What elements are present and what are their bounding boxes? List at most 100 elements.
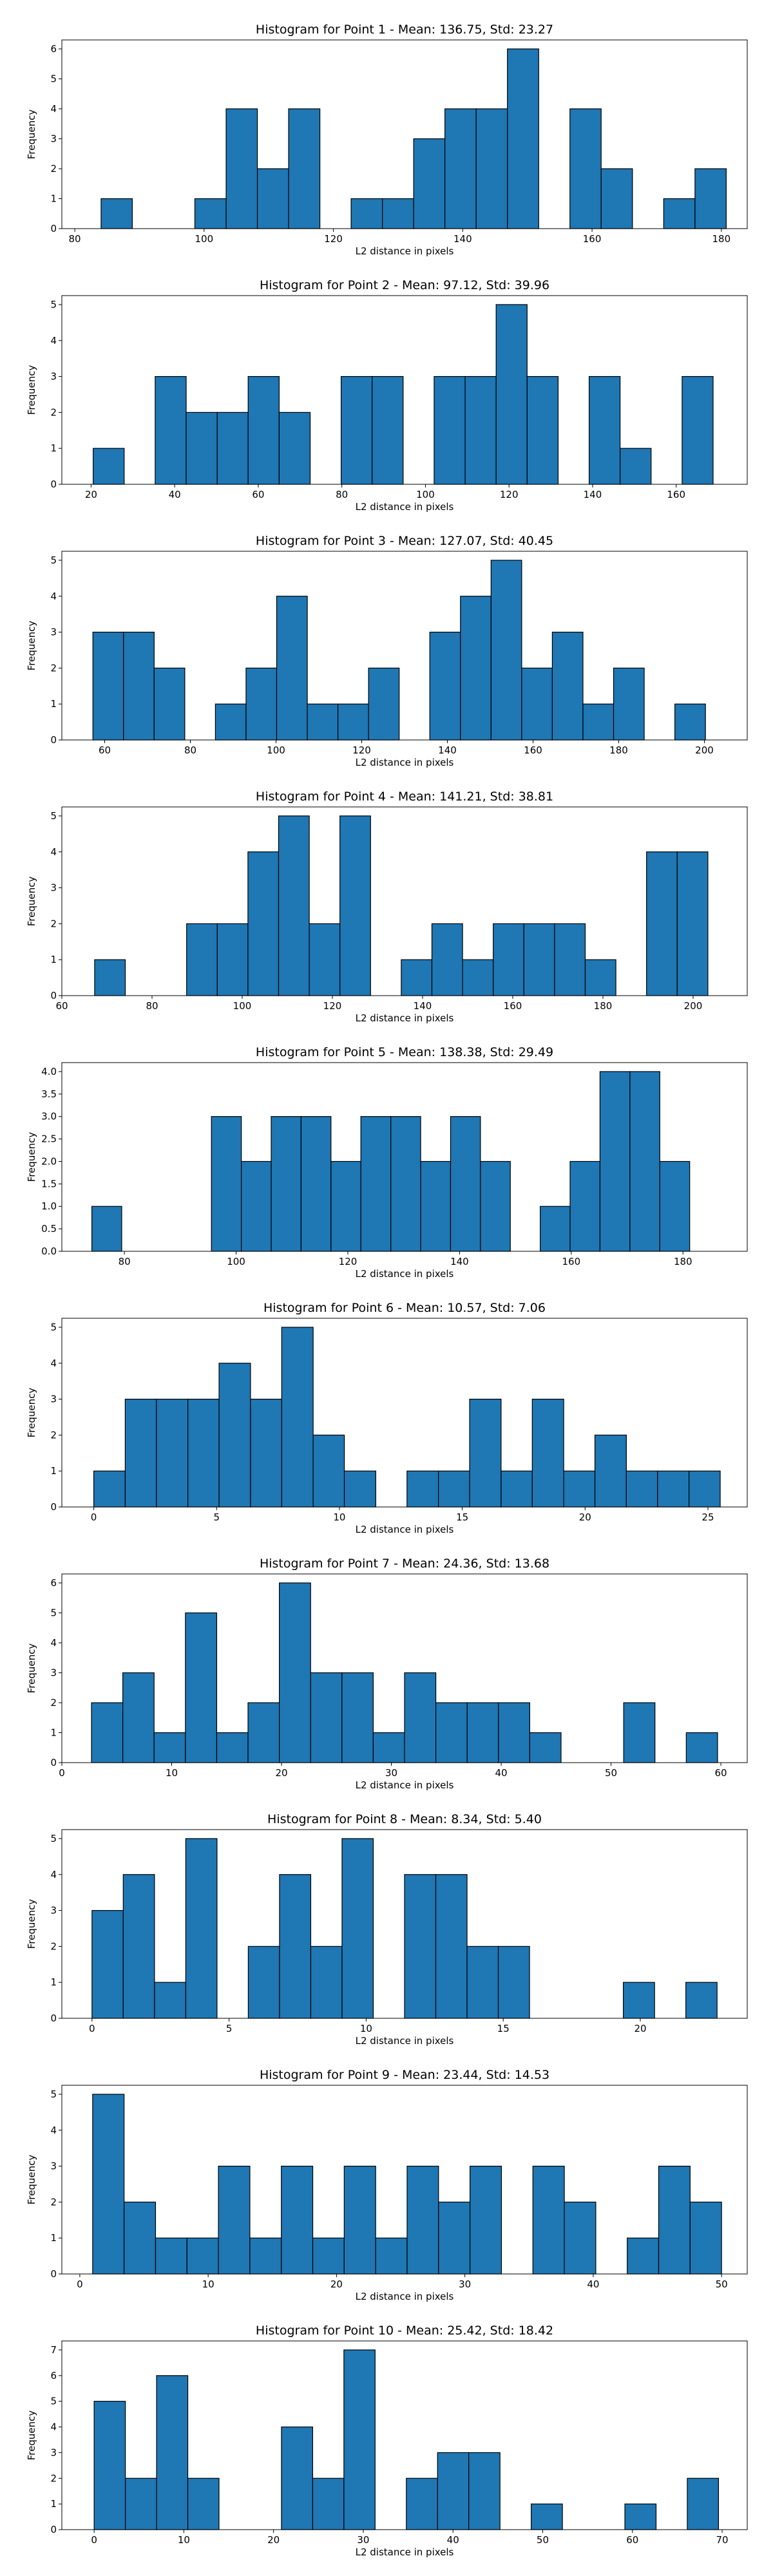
chart-9-axes-frame — [61, 2085, 748, 2275]
chart-7-x-tick-label: 20 — [275, 1767, 287, 1779]
chart-5-bar — [360, 1116, 392, 1252]
chart-1-bar — [694, 168, 727, 229]
chart-2-bar — [278, 412, 311, 485]
chart-5-bar — [480, 1160, 511, 1252]
chart-7-x-tick-label: 60 — [715, 1767, 727, 1779]
chart-2-y-tick-label: 3 — [50, 371, 57, 383]
chart-1-y-tick-label: 4 — [50, 103, 57, 115]
chart-6-bar — [343, 1470, 376, 1508]
chart-5-title: Histogram for Point 5 - Mean: 138.38, St… — [256, 1045, 553, 1059]
chart-5-x-tick-label: 180 — [674, 1256, 692, 1267]
chart-2-bar — [620, 448, 652, 485]
chart-3-bar — [368, 667, 400, 741]
chart-6-bar — [406, 1470, 439, 1508]
chart-8-y-axis-label: Frequency — [26, 1899, 37, 1949]
chart-4-bar — [401, 959, 433, 996]
chart-7-y-tick-label: 1 — [50, 1727, 57, 1738]
chart-8-bar — [497, 1946, 530, 2019]
chart-4-bar — [94, 959, 126, 996]
chart-10-y-tick-label: 0 — [50, 2524, 57, 2535]
chart-8-axes-frame — [61, 1829, 748, 2019]
chart-5-y-tick-label: 3.5 — [41, 1088, 57, 1100]
chart-10-y-axis-label: Frequency — [26, 2410, 37, 2461]
chart-4-bar — [247, 851, 280, 996]
chart-7-bar — [529, 1732, 562, 1763]
chart-5-y-tick-label: 2.0 — [41, 1155, 57, 1167]
chart-9-bar — [155, 2237, 187, 2275]
chart-7-bar — [216, 1732, 249, 1763]
chart-1-x-tick-label: 140 — [453, 233, 472, 245]
chart-4-bar — [584, 959, 616, 996]
chart-1-bar — [444, 108, 477, 229]
chart-4-bar — [676, 851, 709, 996]
chart-9-x-axis-label: L2 distance in pixels — [356, 2291, 454, 2302]
chart-10-title: Histogram for Point 10 - Mean: 25.42, St… — [256, 2324, 553, 2338]
chart-2-bar — [247, 375, 280, 485]
chart-4-x-tick-label: 120 — [323, 1000, 342, 1012]
chart-2-bar — [372, 375, 404, 485]
chart-4-bar — [216, 923, 249, 996]
chart-9-bar — [186, 2237, 219, 2275]
chart-9-y-tick-label: 1 — [50, 2232, 57, 2244]
chart-3-x-tick-label: 80 — [184, 744, 196, 756]
chart-5-x-tick-label: 120 — [339, 1256, 358, 1267]
chart-8-bar — [685, 1982, 718, 2019]
chart-10-x-tick-label: 20 — [267, 2534, 280, 2546]
chart-3-y-tick-label: 1 — [50, 698, 57, 710]
chart-7-bar — [91, 1702, 124, 1763]
chart-6-bar — [689, 1470, 721, 1508]
chart-7-bar — [122, 1672, 155, 1763]
chart-3-bar — [521, 667, 553, 741]
chart-10-x-tick-label: 30 — [357, 2534, 369, 2546]
chart-2-x-tick-label: 20 — [85, 489, 97, 500]
chart-9-bar — [312, 2237, 345, 2275]
chart-6-y-tick-label: 5 — [50, 1321, 57, 1333]
chart-7-bar — [435, 1702, 468, 1763]
chart-6-bar — [657, 1470, 690, 1508]
chart-4-x-tick-label: 140 — [414, 1000, 432, 1012]
chart-1-bar — [569, 108, 602, 229]
chart-1-bar — [475, 108, 508, 229]
chart-2-bar — [93, 448, 125, 485]
chart-10-bar — [624, 2503, 657, 2530]
chart-3-bar — [674, 703, 706, 741]
chart-10-y-tick-label: 1 — [50, 2498, 57, 2510]
chart-4-bar — [493, 923, 524, 996]
chart-8-group: Histogram for Point 8 - Mean: 8.34, Std:… — [26, 1812, 748, 2047]
chart-2-x-tick-label: 60 — [252, 489, 264, 500]
chart-9-y-axis-label: Frequency — [26, 2155, 37, 2205]
chart-8-y-tick-label: 1 — [50, 1976, 57, 1988]
chart-2-x-axis-label: L2 distance in pixels — [356, 501, 454, 513]
chart-3-bar — [551, 631, 584, 741]
chart-8-y-tick-label: 4 — [50, 1869, 57, 1880]
chart-2-y-tick-label: 5 — [50, 299, 57, 310]
chart-8-bar — [122, 1874, 155, 2019]
chart-8-bar — [404, 1874, 437, 2019]
chart-8-y-tick-label: 3 — [50, 1905, 57, 1917]
chart-3-axes-frame — [61, 551, 748, 741]
chart-3-x-tick-label: 180 — [609, 744, 628, 756]
chart-6-x-tick-label: 25 — [701, 1511, 714, 1523]
chart-3-bar — [460, 596, 491, 741]
chart-2-x-tick-label: 100 — [416, 489, 435, 500]
chart-10-y-tick-label: 6 — [50, 2370, 57, 2382]
chart-4-bar — [186, 923, 218, 996]
chart-10-x-axis-label: L2 distance in pixels — [356, 2546, 454, 2558]
chart-3-x-tick-label: 200 — [695, 744, 714, 756]
chart-6-bar — [93, 1470, 126, 1508]
chart-10-axes-frame — [61, 2340, 748, 2530]
chart-5-y-axis-label: Frequency — [26, 1132, 37, 1182]
chart-9-bar — [375, 2237, 408, 2275]
chart-4-x-axis-label: L2 distance in pixels — [356, 1012, 454, 1024]
chart-9-x-tick-label: 0 — [77, 2278, 83, 2290]
chart-9-y-tick-label: 5 — [50, 2088, 57, 2100]
chart-10-bar — [187, 2477, 220, 2530]
chart-8-bar — [185, 1838, 218, 2019]
chart-3-x-tick-label: 160 — [524, 744, 542, 756]
chart-2-x-tick-label: 120 — [500, 489, 519, 500]
chart-9-bar — [249, 2237, 282, 2275]
chart-10-bar — [93, 2401, 126, 2530]
chart-10-bar — [687, 2477, 720, 2530]
chart-7-bar — [341, 1672, 374, 1763]
chart-9-group: Histogram for Point 9 - Mean: 23.44, Std… — [26, 2068, 748, 2302]
